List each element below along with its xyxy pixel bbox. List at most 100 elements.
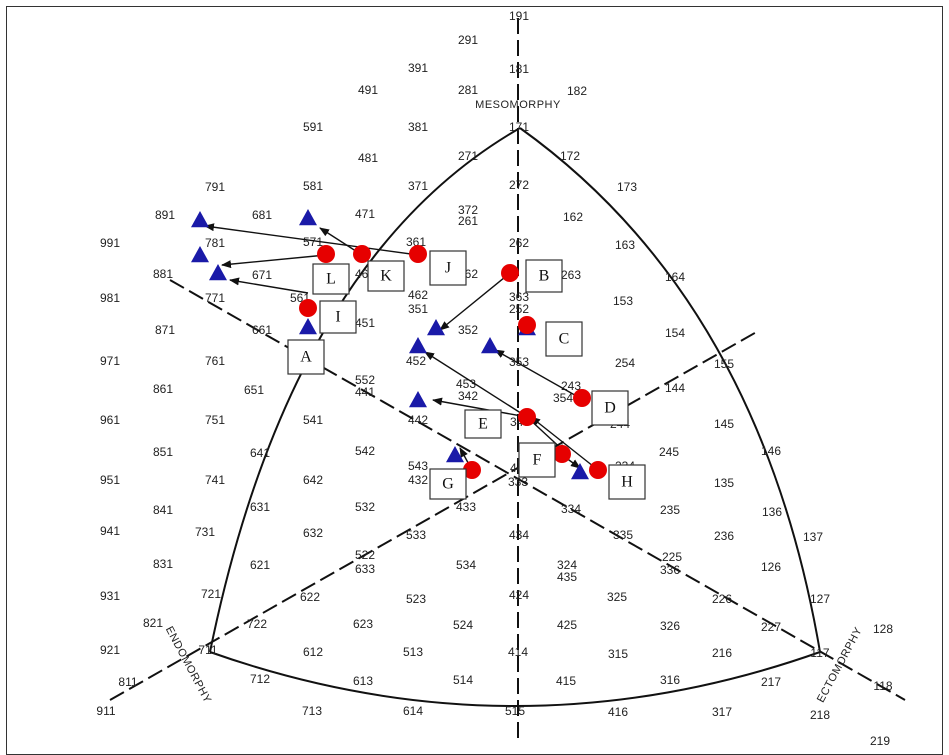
code-235: 235: [660, 503, 680, 517]
axis-diag-up: [109, 329, 761, 701]
triangle-marker-11: [446, 446, 464, 463]
code-352: 352: [458, 323, 478, 337]
code-991: 991: [100, 236, 120, 250]
code-219: 219: [870, 734, 890, 748]
label-text-d: D: [604, 400, 616, 417]
arrow-10: [530, 416, 599, 471]
triangle-marker-12: [571, 463, 589, 480]
label-text-l: L: [326, 271, 336, 288]
code-621: 621: [250, 558, 270, 572]
axis-label-ectomorphy: ECTOMORPHY: [815, 625, 865, 705]
code-851: 851: [153, 445, 173, 459]
code-442: 442: [408, 413, 428, 427]
code-415: 415: [556, 674, 576, 688]
code-515: 515: [505, 704, 525, 718]
code-163: 163: [615, 238, 635, 252]
code-452: 452: [406, 354, 426, 368]
code-218: 218: [810, 708, 830, 722]
code-581: 581: [303, 179, 323, 193]
code-731: 731: [195, 525, 215, 539]
code-227: 227: [761, 620, 781, 634]
code-514: 514: [453, 673, 473, 687]
code-363: 363: [509, 290, 529, 304]
label-box-d: [591, 390, 629, 426]
label-box-b: [525, 259, 563, 293]
label-text-j: J: [445, 260, 451, 277]
code-434: 434: [509, 528, 529, 542]
label-text-f: F: [533, 452, 542, 469]
code-324: 324: [557, 558, 577, 572]
code-552: 552: [355, 373, 375, 387]
label-box-a: [287, 339, 325, 375]
label-text-k: K: [380, 268, 392, 285]
circle-marker-3: [409, 245, 427, 263]
code-481: 481: [358, 151, 378, 165]
code-881: 881: [153, 267, 173, 281]
code-671: 671: [252, 268, 272, 282]
code-613: 613: [353, 674, 373, 688]
label-text-g: G: [442, 476, 454, 493]
code-713: 713: [302, 704, 322, 718]
circle-marker-10: [589, 461, 607, 479]
code-642: 642: [303, 473, 323, 487]
circle-marker-1: [317, 245, 335, 263]
code-127: 127: [810, 592, 830, 606]
code-254: 254: [615, 356, 635, 370]
code-981: 981: [100, 291, 120, 305]
code-371: 371: [408, 179, 428, 193]
code-226: 226: [712, 592, 732, 606]
code-451: 451: [355, 316, 375, 330]
code-424: 424: [509, 588, 529, 602]
code-435: 435: [557, 570, 577, 584]
triangle-marker-7: [481, 337, 499, 354]
code-261: 261: [458, 214, 478, 228]
triangle-marker-2: [299, 209, 317, 226]
code-155: 155: [714, 357, 734, 371]
code-354: 354: [553, 391, 573, 405]
code-681: 681: [252, 208, 272, 222]
code-871: 871: [155, 323, 175, 337]
point-label-boxes: A B C D E F G H I J K L: [287, 250, 646, 500]
code-541: 541: [303, 413, 323, 427]
code-911: 911: [96, 704, 115, 718]
code-334: 334: [561, 502, 581, 516]
arrow-7: [432, 397, 528, 418]
circle-marker-4: [299, 299, 317, 317]
code-791: 791: [205, 180, 225, 194]
label-text-a: A: [300, 349, 312, 366]
code-491: 491: [358, 83, 378, 97]
code-533: 533: [406, 528, 426, 542]
code-821: 821: [143, 616, 163, 630]
code-291: 291: [458, 33, 478, 47]
triangle-marker-6: [427, 319, 445, 336]
circle-marker-5: [501, 264, 519, 282]
code-263: 263: [561, 268, 581, 282]
code-118: 118: [873, 679, 892, 693]
code-721: 721: [201, 587, 221, 601]
curve-bottom: [209, 651, 821, 707]
code-524: 524: [453, 618, 473, 632]
code-225: 225: [662, 550, 682, 564]
label-box-g: [429, 468, 467, 500]
code-326: 326: [660, 619, 680, 633]
label-box-e: [464, 409, 502, 439]
arrow-5: [439, 272, 511, 331]
code-145: 145: [714, 417, 734, 431]
code-711: 711: [198, 643, 217, 657]
code-771: 771: [205, 291, 225, 305]
code-741: 741: [205, 473, 225, 487]
triangle-marker-1: [191, 211, 209, 228]
triangle-marker-9: [409, 337, 427, 354]
label-text-b: B: [539, 268, 550, 285]
code-136: 136: [762, 505, 782, 519]
code-971: 971: [100, 354, 120, 368]
code-128: 128: [873, 622, 893, 636]
figure-frame: [6, 6, 943, 755]
axis-diag-down: [169, 279, 906, 701]
code-622: 622: [300, 590, 320, 604]
code-262: 262: [509, 236, 529, 250]
code-722: 722: [247, 617, 267, 631]
code-317: 317: [712, 705, 732, 719]
label-box-k: [367, 260, 405, 292]
